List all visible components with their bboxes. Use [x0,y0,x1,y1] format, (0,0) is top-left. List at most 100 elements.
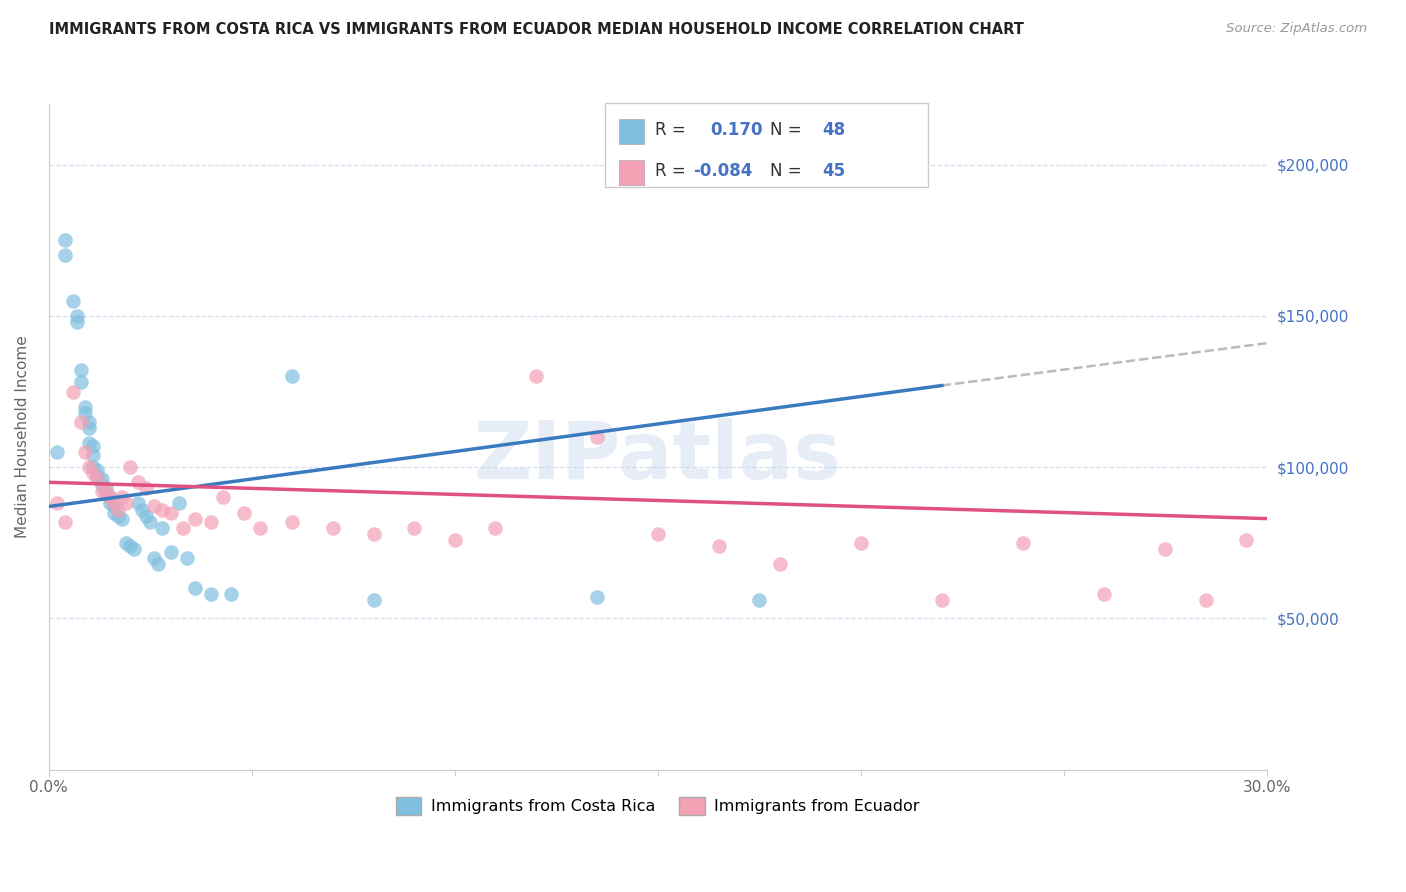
Text: 45: 45 [823,162,845,180]
Point [66,309,89,323]
Point [103,496,125,510]
Point [118,460,141,475]
Point [152,502,174,516]
Point [363,593,385,607]
Point [200,587,222,601]
Text: -0.084: -0.084 [693,162,752,180]
Point [585,430,607,444]
Point [107,508,129,523]
Point [167,496,190,510]
Point [1154,541,1177,556]
Point [159,545,181,559]
Text: N =: N = [770,121,801,139]
Point [111,511,134,525]
Point [200,515,222,529]
Point [176,550,198,565]
Point [111,491,134,505]
Point [103,500,125,514]
Point [159,506,181,520]
Point [75,445,97,459]
Point [94,487,117,501]
Y-axis label: Median Household Income: Median Household Income [15,335,30,538]
Text: 48: 48 [823,121,845,139]
Point [98,491,121,505]
Point [90,484,112,499]
Point [404,521,426,535]
Text: 0.170: 0.170 [710,121,762,139]
Point [281,369,304,384]
Point [524,369,547,384]
Point [53,248,76,262]
Point [707,539,730,553]
Point [139,515,162,529]
Point [53,233,76,247]
Point [131,502,153,516]
Legend: Immigrants from Costa Rica, Immigrants from Ecuador: Immigrants from Costa Rica, Immigrants f… [389,790,927,822]
Point [232,506,254,520]
Point [107,502,129,516]
Point [94,481,117,495]
Point [90,472,112,486]
Point [221,587,243,601]
Point [70,363,93,377]
Point [82,467,104,481]
Point [647,526,669,541]
Point [62,293,84,308]
Point [98,491,121,505]
Point [98,496,121,510]
Point [143,500,166,514]
Point [82,439,104,453]
Point [212,491,235,505]
Point [1195,593,1218,607]
Point [152,521,174,535]
Point [1092,587,1115,601]
Point [79,415,101,429]
Point [79,421,101,435]
Point [135,508,157,523]
Point [172,521,194,535]
Point [931,593,953,607]
Point [127,475,149,490]
Point [148,557,170,571]
Point [94,484,117,499]
Text: R =: R = [655,121,686,139]
Point [82,460,104,475]
Point [86,463,108,477]
Point [768,557,790,571]
Point [184,581,207,595]
Point [1012,536,1035,550]
Point [143,550,166,565]
Point [75,400,97,414]
Point [45,496,67,510]
Point [281,515,304,529]
Point [86,472,108,486]
Point [748,593,770,607]
Point [249,521,271,535]
Point [86,469,108,483]
Point [122,541,145,556]
Point [484,521,506,535]
Point [70,376,93,390]
Point [322,521,344,535]
Point [115,496,138,510]
Text: ZIPatlas: ZIPatlas [474,417,842,496]
Point [585,591,607,605]
Point [90,478,112,492]
Point [363,526,385,541]
Point [79,436,101,450]
Point [184,511,207,525]
Point [127,496,149,510]
Point [115,536,138,550]
Point [443,533,465,547]
Point [66,315,89,329]
Point [75,406,97,420]
Point [118,539,141,553]
Point [849,536,872,550]
Text: Source: ZipAtlas.com: Source: ZipAtlas.com [1226,22,1367,36]
Point [70,415,93,429]
Point [53,515,76,529]
Point [45,445,67,459]
Point [135,481,157,495]
Point [103,506,125,520]
Point [82,448,104,462]
